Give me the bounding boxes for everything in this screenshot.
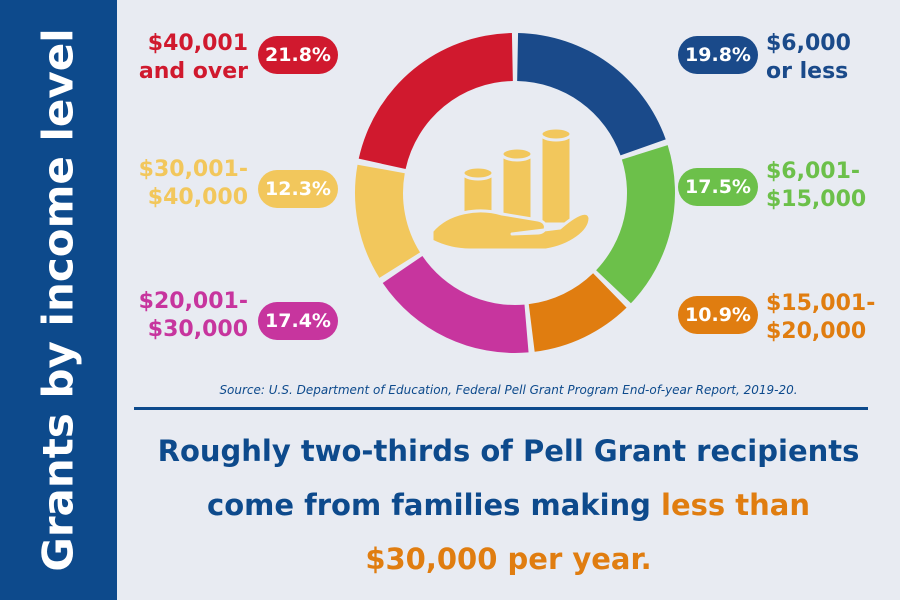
slice-value-label: 12.3% [258,170,338,208]
slice-value-label: 10.9% [678,296,758,334]
source-note: Source: U.S. Department of Education, Fe… [219,383,798,397]
donut-slice [517,33,666,156]
category-label: $30,001- $40,000 [138,157,248,210]
donut-slice [358,33,513,169]
sidebar: Grants by income level [0,0,117,600]
donut-slice [596,145,675,304]
category-label: $6,001- $15,000 [766,159,867,212]
donut-slice [355,164,421,278]
donut-slice [382,256,529,353]
headline-line-1: Roughly two-thirds of Pell Grant recipie… [157,434,860,468]
category-label: $20,001- $30,000 [138,289,248,342]
headline-highlight-2: $30,000 per year. [365,542,652,576]
slice-value-label: 17.4% [258,302,338,340]
category-label: $6,000 or less [766,31,851,84]
donut-slices [355,33,675,353]
headline-line-2: come from families making [207,488,662,522]
headline-highlight: less than [661,488,810,522]
slice-value-label: 21.8% [258,36,338,74]
headline: Roughly two-thirds of Pell Grant recipie… [117,424,900,586]
hand-holding-coins-icon [430,126,592,252]
slice-value-label: 19.8% [678,36,758,74]
donut-slice [528,273,627,352]
category-label: $40,001 and over [138,31,248,84]
category-label: $15,001- $20,000 [766,291,876,344]
divider [134,407,868,410]
slice-value-label: 17.5% [678,168,758,206]
